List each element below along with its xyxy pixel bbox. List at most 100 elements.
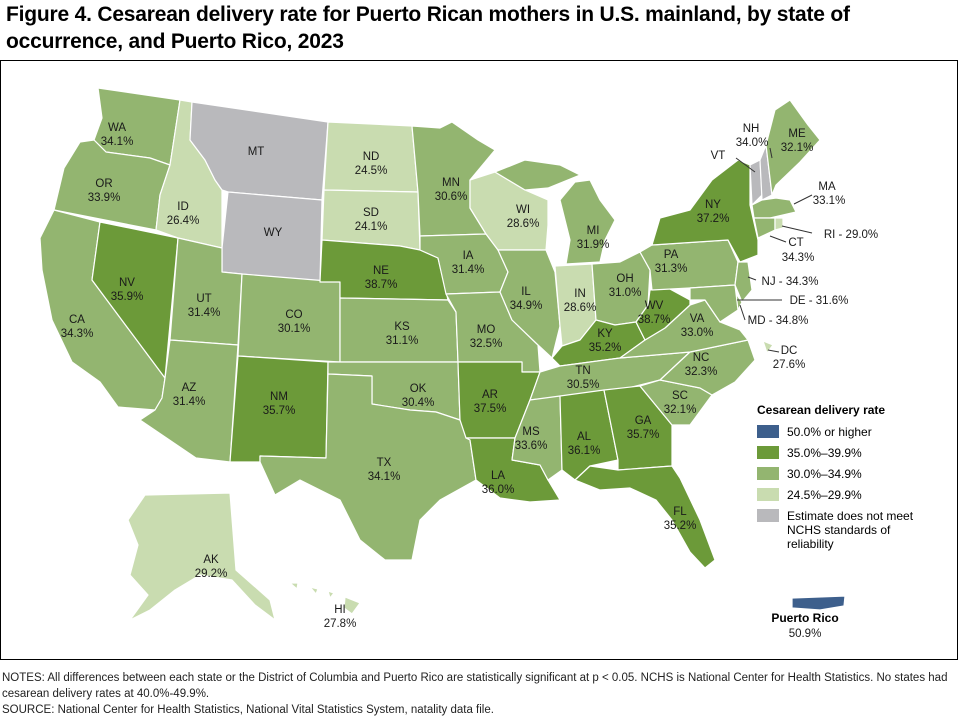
- label-FL-name: FL: [673, 506, 687, 518]
- notes: NOTES: All differences between each stat…: [2, 670, 957, 718]
- label-ME-name: ME: [788, 128, 806, 140]
- legend-item-35: 35.0%–39.9%: [757, 446, 957, 467]
- label-VA-name: VA: [690, 313, 705, 325]
- label-WA-value: 34.1%: [101, 136, 134, 148]
- label-LA-name: LA: [491, 470, 505, 482]
- source-text: SOURCE: National Center for Health Stati…: [2, 702, 957, 718]
- label-NY-value: 37.2%: [697, 213, 730, 225]
- label-WI-name: WI: [516, 204, 530, 216]
- label-DC-value: 27.6%: [773, 359, 806, 371]
- label-GA-name: GA: [635, 415, 652, 427]
- label-NH-name: NH: [743, 123, 760, 135]
- puerto-rico-name: Puerto Rico: [771, 611, 838, 625]
- label-AZ-name: AZ: [182, 382, 197, 394]
- label-MI-name: MI: [587, 225, 600, 237]
- callout-labels: RI - 29.0% CT 34.3% NJ - 34.3% DE - 31.6…: [748, 229, 879, 327]
- label-OH-value: 31.0%: [609, 287, 642, 299]
- callout-DE: DE - 31.6%: [790, 295, 849, 307]
- puerto-rico-value: 50.9%: [789, 628, 822, 640]
- label-VT-name: VT: [711, 150, 726, 162]
- label-GA-value: 35.7%: [627, 429, 660, 441]
- label-IA-value: 31.4%: [452, 264, 485, 276]
- state-AK: [128, 493, 275, 620]
- label-NV-value: 35.9%: [111, 291, 144, 303]
- label-NE-value: 38.7%: [365, 279, 398, 291]
- label-CO-value: 30.1%: [278, 323, 311, 335]
- legend-swatch-unreliable: [757, 509, 779, 522]
- label-NM-value: 35.7%: [263, 405, 296, 417]
- label-LA-value: 36.0%: [482, 484, 515, 496]
- label-MI-value: 31.9%: [577, 239, 610, 251]
- label-AK-value: 29.2%: [195, 568, 228, 580]
- legend-item-24: 24.5%–29.9%: [757, 488, 957, 509]
- label-SC-name: SC: [672, 390, 688, 402]
- state-DC: [763, 341, 773, 353]
- state-FL: [575, 466, 715, 568]
- label-TX-name: TX: [377, 457, 392, 469]
- label-KY-name: KY: [597, 328, 613, 340]
- callout-RI: RI - 29.0%: [824, 229, 878, 241]
- label-IA-name: IA: [463, 250, 474, 262]
- label-CO-name: CO: [285, 309, 302, 321]
- legend-swatch-50: [757, 425, 779, 438]
- notes-text: NOTES: All differences between each stat…: [2, 670, 957, 702]
- label-ID-name: ID: [177, 201, 189, 213]
- label-OK-name: OK: [410, 383, 427, 395]
- legend-label-50: 50.0% or higher: [787, 425, 872, 439]
- label-KS-value: 31.1%: [386, 335, 419, 347]
- label-MA-value: 33.1%: [813, 195, 846, 207]
- label-OK-value: 30.4%: [402, 397, 435, 409]
- label-ND-value: 24.5%: [355, 165, 388, 177]
- legend-item-unreliable: Estimate does not meet NCHS standards of…: [757, 509, 957, 557]
- label-KS-name: KS: [394, 321, 410, 333]
- label-TX-value: 34.1%: [368, 471, 401, 483]
- label-NY-name: NY: [705, 199, 721, 211]
- callout-CT-value: 34.3%: [782, 252, 815, 264]
- label-NE-name: NE: [373, 265, 389, 277]
- label-AL-value: 36.1%: [568, 445, 601, 457]
- label-OR-name: OR: [95, 178, 112, 190]
- legend: Cesarean delivery rate 50.0% or higher 3…: [757, 403, 957, 557]
- label-NH-value: 34.0%: [736, 137, 769, 149]
- label-TN-name: TN: [575, 365, 590, 377]
- label-WI-value: 28.6%: [507, 218, 540, 230]
- label-FL-value: 35.2%: [664, 520, 697, 532]
- label-AR-name: AR: [482, 389, 498, 401]
- legend-item-50: 50.0% or higher: [757, 425, 957, 446]
- label-HI-value: 27.8%: [324, 618, 357, 630]
- label-ME-value: 32.1%: [781, 142, 814, 154]
- label-MA-name: MA: [818, 181, 836, 193]
- label-OR-value: 33.9%: [88, 192, 121, 204]
- label-CA-name: CA: [69, 314, 85, 326]
- label-MO-value: 32.5%: [470, 338, 503, 350]
- label-IL-value: 34.9%: [510, 300, 543, 312]
- label-NC-name: NC: [693, 352, 710, 364]
- label-MS-name: MS: [522, 426, 540, 438]
- callout-NJ: NJ - 34.3%: [762, 276, 819, 288]
- legend-swatch-35: [757, 446, 779, 459]
- label-AK-name: AK: [203, 554, 219, 566]
- legend-swatch-24: [757, 488, 779, 501]
- state-MA: [752, 198, 796, 218]
- label-WV-name: WV: [645, 300, 664, 312]
- legend-label-unreliable: Estimate does not meet NCHS standards of…: [787, 509, 937, 551]
- label-IN-value: 28.6%: [564, 302, 597, 314]
- label-CA-value: 34.3%: [61, 328, 94, 340]
- label-NM-name: NM: [270, 391, 288, 403]
- callout-CT-name: CT: [788, 237, 803, 249]
- label-UT-value: 31.4%: [188, 307, 221, 319]
- legend-item-30: 30.0%–34.9%: [757, 467, 957, 488]
- label-ID-value: 26.4%: [167, 215, 200, 227]
- label-OH-name: OH: [616, 273, 633, 285]
- label-MN-value: 30.6%: [435, 191, 468, 203]
- label-NV-name: NV: [119, 277, 135, 289]
- label-SD-value: 24.1%: [355, 221, 388, 233]
- legend-title: Cesarean delivery rate: [757, 403, 957, 417]
- label-MT-name: MT: [248, 146, 265, 158]
- label-IN-name: IN: [574, 288, 586, 300]
- label-SD-name: SD: [363, 207, 379, 219]
- legend-label-30: 30.0%–34.9%: [787, 467, 862, 481]
- label-MN-name: MN: [442, 177, 460, 189]
- legend-label-35: 35.0%–39.9%: [787, 446, 862, 460]
